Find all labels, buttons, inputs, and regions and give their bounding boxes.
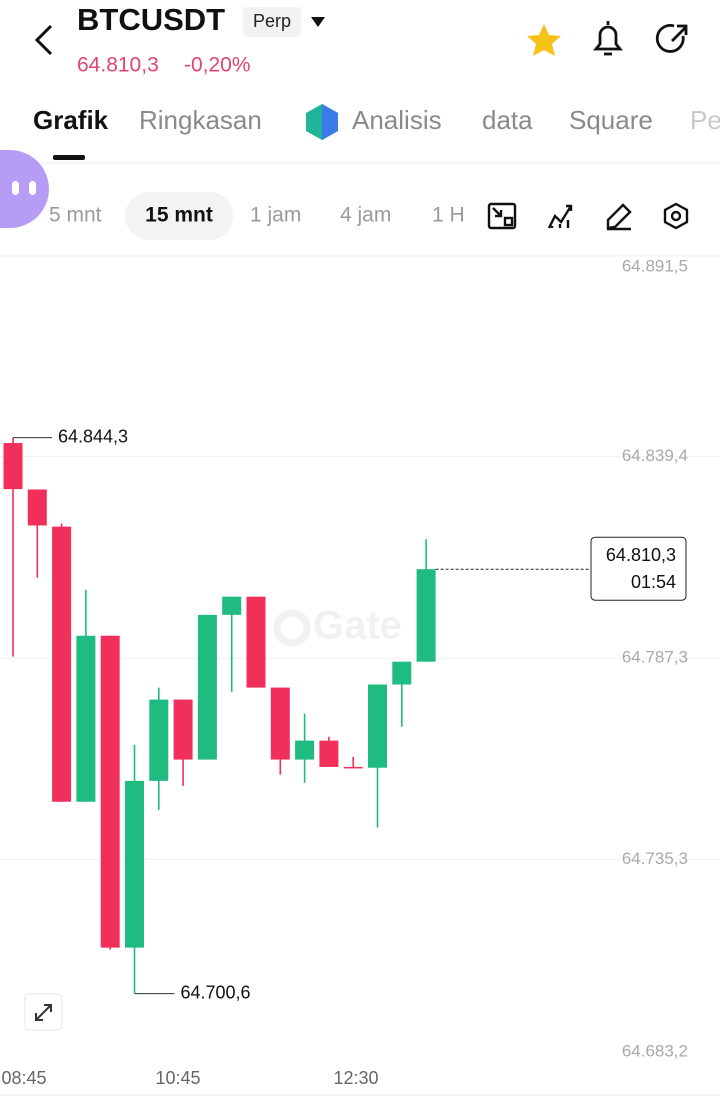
interval[interactable]: 4 jam: [340, 204, 391, 227]
candle-body: [197, 614, 217, 760]
symbol-dropdown[interactable]: [311, 17, 325, 27]
tab[interactable]: data: [482, 105, 533, 135]
expand-icon: [35, 1004, 52, 1021]
candle-body: [368, 684, 387, 768]
symbol: BTCUSDT: [77, 2, 225, 37]
interval-fade: [470, 188, 480, 244]
candle-body: [125, 780, 144, 948]
assistant-eye: [12, 181, 19, 195]
watermark-group: Gate: [273, 604, 402, 648]
candle-body: [173, 699, 193, 760]
watermark: Gate: [313, 604, 402, 648]
interval[interactable]: 15 mnt: [145, 204, 213, 227]
alert-icon[interactable]: [593, 21, 623, 56]
draw-icon[interactable]: [606, 203, 632, 231]
assistant-eye: [29, 181, 36, 195]
tab[interactable]: Ringkasan: [139, 105, 262, 135]
layout-icon[interactable]: [487, 202, 517, 230]
toolbar-icons: [487, 202, 689, 231]
y-tick-label: 64.787,3: [622, 648, 688, 667]
tab-indicator: [53, 155, 85, 160]
candle-body: [343, 766, 363, 769]
watermark-logo: [273, 609, 311, 647]
candle-body: [27, 489, 47, 526]
countdown: 01:54: [631, 572, 676, 592]
candle-body: [270, 687, 290, 760]
y-tick-label: 64.683,2: [622, 1041, 688, 1060]
last-price-label: 64.810,3: [606, 545, 676, 565]
candle-body: [52, 526, 72, 802]
back-button[interactable]: [34, 24, 53, 56]
chart: Gate 64.891,5 64.839,4 64.787,3 64.735,3 64.6…: [0, 256, 720, 1088]
ai-icon-half: [322, 104, 338, 140]
x-tick-label: 10:45: [155, 1068, 200, 1088]
tab[interactable]: Grafik: [33, 105, 109, 135]
candle-body: [76, 635, 96, 802]
share-icon[interactable]: [655, 24, 688, 53]
candle-body: [392, 661, 412, 685]
badge: Perp: [253, 11, 291, 31]
candle-body: [246, 596, 266, 688]
favorite-icon[interactable]: [527, 24, 561, 56]
last-price-box: [590, 536, 687, 601]
max-marker-label: 64.844,3: [58, 426, 128, 446]
tab[interactable]: Square: [569, 105, 653, 135]
candle-body: [222, 596, 242, 615]
assistant-button[interactable]: [0, 150, 49, 228]
settings-icon[interactable]: [663, 202, 689, 230]
candle-body: [3, 443, 23, 490]
badge-bg: [243, 7, 301, 37]
y-tick-label: 64.891,5: [622, 256, 688, 275]
indicator-icon[interactable]: [547, 204, 573, 229]
candle-body: [295, 740, 315, 760]
interval-selected-bg: [125, 192, 233, 240]
x-tick-label: 08:45: [1, 1068, 46, 1088]
interval[interactable]: 5 mnt: [49, 204, 102, 227]
x-tick-label: 12:30: [333, 1068, 378, 1088]
price: 64.810,3: [77, 54, 159, 77]
y-tick-label: 64.839,4: [622, 446, 688, 465]
y-tick-label: 64.735,3: [622, 849, 688, 868]
interval[interactable]: 1 jam: [250, 204, 301, 227]
tab[interactable]: Analisis: [352, 105, 442, 135]
interval[interactable]: 1 H: [432, 204, 465, 227]
candle-body: [416, 569, 436, 662]
candle-body: [319, 740, 339, 767]
candle-body: [100, 635, 120, 948]
tab[interactable]: Pe: [690, 105, 720, 135]
min-marker-label: 64.700,6: [181, 982, 251, 1002]
change: -0,20%: [184, 54, 251, 77]
candle-body: [149, 699, 169, 781]
